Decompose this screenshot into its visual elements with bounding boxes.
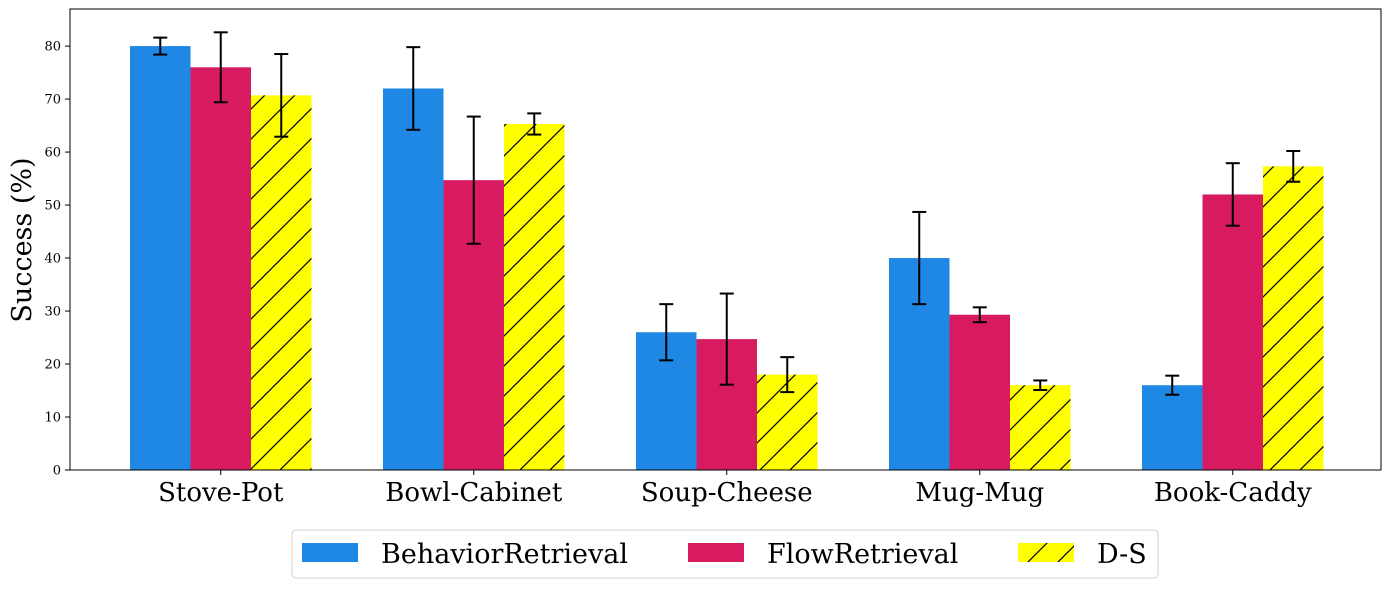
y-tick-label: 20 <box>44 358 61 373</box>
bar-0-4 <box>1142 385 1203 470</box>
bar-hatch-2-3 <box>1010 385 1071 470</box>
legend-label: D-S <box>1097 539 1147 570</box>
legend-label: FlowRetrieval <box>767 539 958 570</box>
x-tick-label: Soup-Cheese <box>641 478 813 508</box>
y-tick-label: 70 <box>44 93 61 108</box>
x-tick-label: Stove-Pot <box>158 478 284 508</box>
bar-0-1 <box>383 88 444 470</box>
bar-1-3 <box>949 314 1010 470</box>
bar-1-4 <box>1202 194 1263 470</box>
x-tick-label: Mug-Mug <box>915 478 1044 508</box>
legend: BehaviorRetrieval FlowRetrieval D-S <box>291 529 1159 579</box>
bar-0-0 <box>130 46 191 471</box>
y-tick-label: 50 <box>44 199 61 214</box>
x-tick-label: Bowl-Cabinet <box>385 478 563 508</box>
plot-frame <box>69 8 1382 471</box>
bar-hatch-2-1 <box>504 123 565 471</box>
legend-swatch <box>302 543 358 562</box>
x-tick-label: Book-Caddy <box>1154 478 1312 508</box>
y-tick-label: 10 <box>44 411 61 426</box>
bar-hatch-2-4 <box>1263 166 1324 470</box>
y-tick-label: 40 <box>44 252 61 267</box>
y-tick-label: 60 <box>44 146 61 161</box>
legend-swatch-hatch <box>1018 543 1074 562</box>
legend-label: BehaviorRetrieval <box>381 539 628 570</box>
plot-area <box>130 31 1324 471</box>
legend-swatch <box>688 543 744 562</box>
bar-hatch-2-0 <box>251 95 312 470</box>
y-tick-label: 80 <box>44 40 61 55</box>
axes: 0 10 20 30 40 50 60 70 80 Stove-Pot Bowl-Cabinet So… <box>44 8 1382 508</box>
y-axis-label: Success (%) <box>7 157 38 322</box>
y-tick-label: 30 <box>44 305 61 320</box>
bar-1-0 <box>190 67 251 470</box>
y-tick-label: 0 <box>53 464 61 479</box>
